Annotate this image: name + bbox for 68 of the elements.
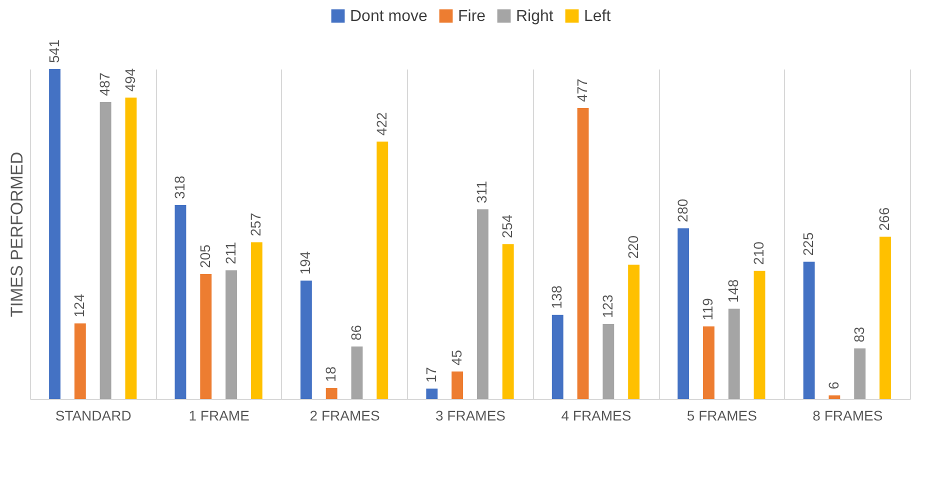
bar <box>880 236 891 399</box>
bar <box>854 348 866 399</box>
data-label: 17 <box>422 366 439 383</box>
bar <box>125 98 137 399</box>
data-label: 6 <box>825 381 842 390</box>
legend-label: Right <box>516 8 554 25</box>
data-label: 123 <box>599 294 616 318</box>
data-label: 257 <box>248 212 264 236</box>
data-label: 311 <box>474 180 490 204</box>
bar <box>376 142 388 399</box>
x-tick-label: STANDARD <box>55 408 132 424</box>
bar <box>577 108 589 399</box>
data-label: 45 <box>448 350 464 366</box>
data-label: 318 <box>171 175 188 200</box>
x-tick-label: 1 FRAME <box>188 408 250 424</box>
bar <box>100 102 112 399</box>
bar <box>452 372 464 399</box>
bar <box>49 69 60 399</box>
bar <box>754 270 766 399</box>
data-label: 422 <box>373 112 390 136</box>
bar <box>351 346 363 399</box>
data-label: 541 <box>46 39 62 63</box>
data-label: 148 <box>725 279 742 303</box>
data-label: 210 <box>750 241 767 265</box>
data-label: 83 <box>850 326 867 342</box>
data-label: 225 <box>800 232 816 256</box>
bar <box>226 270 237 399</box>
data-label: 18 <box>322 366 339 382</box>
bar <box>300 280 312 399</box>
data-label: 254 <box>499 214 516 238</box>
data-label: 119 <box>700 298 716 320</box>
x-tick-label: 3 FRAMES <box>435 408 506 424</box>
legend-label: Fire <box>458 8 486 25</box>
bar <box>250 242 262 399</box>
bar <box>803 262 815 399</box>
x-tick-label: 8 FRAMES <box>812 408 883 424</box>
data-label: 86 <box>348 324 364 341</box>
bar <box>828 395 840 399</box>
data-label: 487 <box>96 72 113 96</box>
x-tick-label: 4 FRAMES <box>561 408 632 424</box>
data-label: 138 <box>548 285 565 309</box>
bar <box>703 326 714 399</box>
bar <box>728 308 740 399</box>
bar <box>326 388 338 399</box>
bar <box>628 264 640 399</box>
bar <box>476 209 488 399</box>
bar <box>502 244 514 399</box>
data-label: 494 <box>122 68 138 92</box>
bar <box>426 388 438 399</box>
y-axis-title: TIMES PERFORMED <box>8 152 26 318</box>
bar <box>200 274 212 399</box>
x-tick-label: 5 FRAMES <box>686 408 757 424</box>
bar <box>74 323 86 399</box>
x-tick-label: 2 FRAMES <box>310 408 380 424</box>
data-label: 194 <box>297 251 314 275</box>
bar <box>678 228 690 399</box>
data-label: 205 <box>196 244 213 268</box>
data-label: 266 <box>876 207 892 231</box>
bar <box>552 314 564 399</box>
data-label: 477 <box>574 78 590 102</box>
bar <box>602 324 614 399</box>
bar <box>174 205 186 399</box>
data-label: 280 <box>674 198 690 222</box>
legend-label: Left <box>584 8 612 25</box>
data-label: 211 <box>222 242 238 264</box>
data-label: 124 <box>71 294 88 318</box>
data-label: 220 <box>624 235 641 259</box>
legend-label: Dont move <box>350 8 428 25</box>
